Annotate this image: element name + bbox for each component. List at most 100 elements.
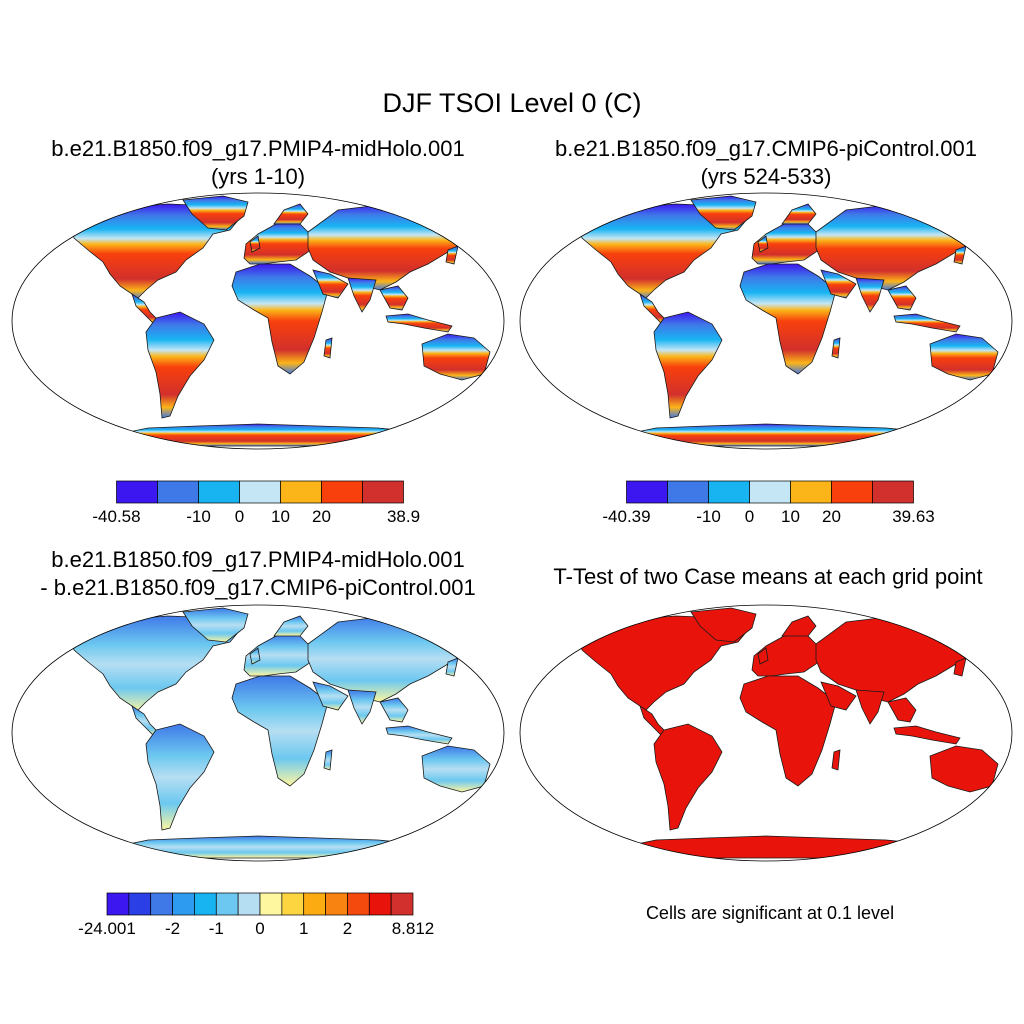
colorbar-swatch xyxy=(831,480,873,504)
map-border xyxy=(519,604,1013,862)
colorbar-swatch xyxy=(325,892,348,916)
landmass-arabia xyxy=(820,269,857,299)
colorbar-label: -10 xyxy=(186,507,211,526)
landmass-greenland xyxy=(690,607,757,643)
landmass-central-america xyxy=(131,293,159,325)
colorbar-label: 20 xyxy=(822,507,841,526)
landmass-antarctica xyxy=(616,835,947,859)
colorbar-label: 10 xyxy=(271,507,290,526)
colorbar-swatch xyxy=(749,480,791,504)
colorbar-label: 8.812 xyxy=(392,919,435,938)
landmass-madagascar xyxy=(323,749,333,771)
panel-title-ttest: T-Test of two Case means at each grid po… xyxy=(512,563,1024,591)
map-border xyxy=(11,192,505,450)
landmass-australia xyxy=(421,745,491,793)
landmass-indonesia xyxy=(893,725,961,745)
colorbar-swatch xyxy=(239,480,281,504)
landmass-south-america xyxy=(653,723,723,831)
significance-note: Cells are significant at 0.1 level xyxy=(645,903,895,923)
landmass-britain xyxy=(757,235,769,253)
landmass-britain xyxy=(249,235,261,253)
landmass-japan xyxy=(953,657,967,677)
colorbar-label: -1 xyxy=(209,919,224,938)
landmass-britain xyxy=(249,647,261,665)
landmass-antarctica xyxy=(616,423,947,447)
landmass-india xyxy=(347,689,377,725)
colorbar-swatch xyxy=(172,892,195,916)
landmass-india xyxy=(855,689,885,725)
landmass-new-zealand xyxy=(485,373,499,391)
map-border xyxy=(519,192,1013,450)
panel-title-diff: b.e21.B1850.f09_g17.PMIP4-midHolo.001 - … xyxy=(0,546,516,602)
colorbar-label: -40.39 xyxy=(602,507,650,526)
panel-title-line2: (yrs 1-10) xyxy=(210,164,306,189)
panel-title-case1: b.e21.B1850.f09_g17.PMIP4-midHolo.001 (y… xyxy=(10,135,506,191)
landmass-se-asia xyxy=(887,697,917,723)
landmass-indonesia xyxy=(893,313,961,333)
map-border xyxy=(11,604,505,862)
colorbar-label: -24.001 xyxy=(78,919,136,938)
landmass-central-america xyxy=(131,705,159,737)
landmass-africa xyxy=(231,263,329,375)
colorbar-swatch xyxy=(362,480,404,504)
landmass-scandinavia xyxy=(273,615,309,637)
colorbar-label: -10 xyxy=(696,507,721,526)
landmass-new-zealand xyxy=(993,373,1007,391)
landmass-indonesia xyxy=(385,313,453,333)
colorbar-diff: -24.001 -2 -1 0 1 2 8.812 xyxy=(78,892,435,938)
panel-title-line2: (yrs 524-533) xyxy=(700,164,832,189)
landmass-africa xyxy=(739,263,837,375)
colorbar-swatch xyxy=(106,892,130,916)
colorbar-label: -40.58 xyxy=(92,507,140,526)
landmass-se-asia xyxy=(887,285,917,311)
panel-title-line2: - b.e21.B1850.f09_g17.CMIP6-piControl.00… xyxy=(40,575,476,600)
landmass-india xyxy=(855,277,885,313)
colorbar-swatch xyxy=(128,892,152,916)
landmass-new-zealand xyxy=(485,785,499,803)
colorbar-swatch xyxy=(157,480,199,504)
panel-title-line1: T-Test of two Case means at each grid po… xyxy=(553,564,983,589)
landmass-se-asia xyxy=(379,697,409,723)
landmass-central-america xyxy=(639,705,667,737)
panel-title-line1: b.e21.B1850.f09_g17.PMIP4-midHolo.001 xyxy=(51,547,465,572)
colorbar-label: 0 xyxy=(235,507,244,526)
landmass-se-asia xyxy=(379,285,409,311)
landmass-australia xyxy=(929,333,999,381)
colorbar-swatch xyxy=(321,480,363,504)
colorbar-swatch xyxy=(259,892,283,916)
landmass-madagascar xyxy=(831,337,841,359)
landmass-new-zealand xyxy=(993,785,1007,803)
colorbar-swatch xyxy=(790,480,832,504)
colorbar-case1: -40.58 -10 0 10 20 38.9 xyxy=(92,480,420,526)
landmass-australia xyxy=(421,333,491,381)
landmass-south-america xyxy=(145,723,215,831)
colorbar-swatch xyxy=(872,480,914,504)
landmass-africa xyxy=(231,675,329,787)
landmass-south-america xyxy=(145,311,215,419)
colorbar-swatch xyxy=(390,892,414,916)
colorbar-swatch xyxy=(150,892,173,916)
map-ttest xyxy=(519,604,1013,862)
landmass-indonesia xyxy=(385,725,453,745)
colorbar-label: 0 xyxy=(745,507,754,526)
colorbar-swatch xyxy=(194,892,217,916)
landmass-arabia xyxy=(312,681,349,711)
colorbar-label: -2 xyxy=(165,919,180,938)
colorbar-swatch xyxy=(280,480,322,504)
colorbar-label: 2 xyxy=(343,919,352,938)
landmass-africa xyxy=(739,675,837,787)
figure-title: DJF TSOI Level 0 (C) xyxy=(382,88,642,118)
landmass-australia xyxy=(929,745,999,793)
landmass-antarctica xyxy=(108,835,439,859)
landmass-india xyxy=(347,277,377,313)
colorbar-swatch xyxy=(708,480,750,504)
landmass-japan xyxy=(953,245,967,265)
landmass-scandinavia xyxy=(781,203,817,225)
landmass-japan xyxy=(445,245,459,265)
colorbar-label: 39.63 xyxy=(892,507,935,526)
landmass-arabia xyxy=(312,269,349,299)
colorbar-swatch xyxy=(368,892,392,916)
landmass-madagascar xyxy=(831,749,841,771)
landmass-arabia xyxy=(820,681,857,711)
colorbar-swatch xyxy=(116,480,158,504)
